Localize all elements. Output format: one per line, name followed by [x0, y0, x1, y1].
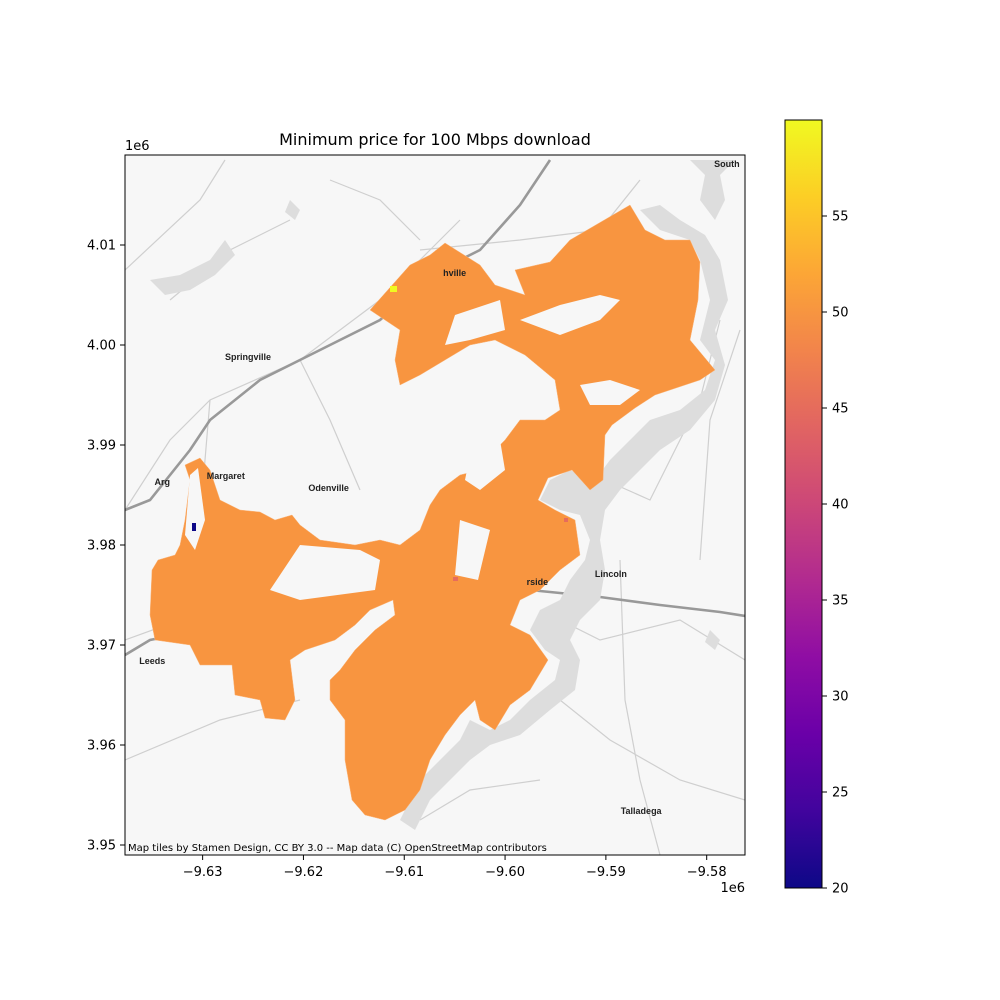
- region-high-price: [390, 286, 397, 292]
- colorbar-tick-label: 30: [832, 690, 849, 705]
- place-label: Talladega: [621, 806, 663, 816]
- region-low-price: [192, 523, 196, 531]
- x-tick-label: −9.60: [485, 865, 525, 880]
- place-label: Leeds: [139, 656, 165, 666]
- colorbar-tick-label: 25: [832, 786, 849, 801]
- region-mid-price-2: [453, 577, 458, 581]
- y-tick-label: 3.95: [87, 839, 116, 854]
- colorbar-tick-label: 55: [832, 210, 849, 225]
- y-tick-label: 3.98: [87, 539, 116, 554]
- chart-title: Minimum price for 100 Mbps download: [279, 130, 591, 149]
- y-offset-label: 1e6: [125, 139, 150, 154]
- map-axes-frame: [124, 154, 746, 856]
- colorbar-tick-label: 45: [832, 402, 849, 417]
- place-label: Springville: [225, 352, 271, 362]
- x-tick-label: −9.61: [384, 865, 424, 880]
- x-offset-label: 1e6: [720, 881, 745, 896]
- x-tick-label: −9.63: [183, 865, 223, 880]
- x-tick-label: −9.59: [586, 865, 626, 880]
- y-tick-label: 3.97: [87, 639, 116, 654]
- colorbar-tick-label: 35: [832, 594, 849, 609]
- place-labels: South hville Springville Margaret Odenville A…: [139, 159, 739, 816]
- place-label: Odenville: [308, 483, 349, 493]
- place-label: South: [714, 159, 740, 169]
- place-label: rside: [527, 577, 549, 587]
- y-tick-label: 4.01: [87, 239, 116, 254]
- colorbar-ticks: 20 25 30 35 40 45 50 55: [822, 210, 849, 897]
- colorbar-tick-label: 40: [832, 498, 849, 513]
- region-main: [149, 204, 716, 821]
- y-tick-label: 4.00: [87, 339, 116, 354]
- y-tick-label: 3.99: [87, 439, 116, 454]
- x-tick-label: −9.62: [284, 865, 324, 880]
- place-label: Arg: [155, 477, 171, 487]
- place-label: hville: [443, 268, 466, 278]
- place-label: Margaret: [207, 471, 245, 481]
- region-mid-price-1: [564, 518, 568, 522]
- colorbar-tick-label: 50: [832, 306, 849, 321]
- colorbar: [784, 119, 823, 889]
- attribution-text: Map tiles by Stamen Design, CC BY 3.0 --…: [128, 843, 547, 854]
- y-tick-label: 3.96: [87, 739, 116, 754]
- x-tick-label: −9.58: [687, 865, 727, 880]
- basemap: South hville Springville Margaret Odenville A…: [125, 155, 745, 855]
- water-bodies: [150, 160, 735, 830]
- choropleth-regions: [149, 204, 716, 821]
- y-axis-ticks: 3.95 3.96 3.97 3.98 3.99 4.00 4.01: [87, 239, 125, 854]
- x-axis-ticks: −9.63 −9.62 −9.61 −9.60 −9.59 −9.58: [183, 855, 727, 880]
- place-label: Lincoln: [595, 569, 627, 579]
- colorbar-tick-label: 20: [832, 882, 849, 897]
